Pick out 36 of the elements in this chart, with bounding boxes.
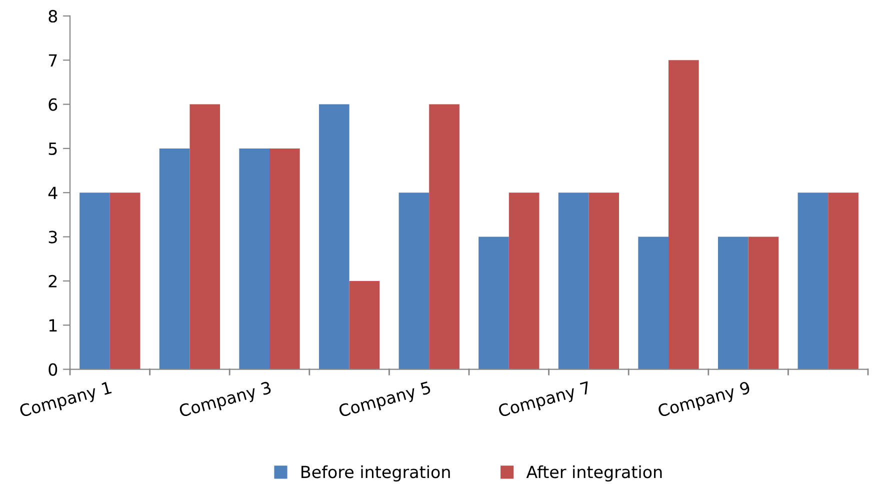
bar — [718, 236, 748, 370]
bar — [239, 148, 270, 370]
bar — [508, 192, 540, 370]
y-tick-label: 7 — [48, 54, 57, 66]
bar — [398, 192, 430, 370]
bar — [190, 104, 220, 370]
bar — [478, 236, 509, 370]
y-tick-label: 6 — [48, 98, 58, 111]
bar — [429, 104, 460, 370]
y-tick-label: 0 — [48, 363, 58, 376]
bar — [798, 192, 828, 370]
legend-label: Before integration — [302, 465, 450, 482]
x-tick-label: Company 1 — [18, 381, 113, 420]
x-tick-label: Company 3 — [178, 381, 272, 420]
x-tick-label: Company 5 — [338, 381, 432, 420]
y-tick-label: 3 — [48, 230, 57, 244]
bar — [828, 192, 858, 370]
y-tick-label: 8 — [48, 10, 58, 23]
bar — [80, 192, 110, 370]
legend-label: After integration — [526, 465, 662, 482]
bar — [349, 280, 380, 370]
bar — [110, 192, 140, 370]
y-tick-label: 4 — [48, 186, 58, 199]
bar — [159, 148, 190, 370]
y-tick-label: 2 — [48, 274, 57, 288]
bar — [588, 192, 620, 370]
bar — [318, 104, 350, 370]
bar — [558, 192, 589, 370]
y-tick-label: 1 — [49, 319, 57, 332]
bar — [270, 148, 300, 370]
x-tick-label: Company 9 — [657, 380, 752, 420]
bar — [748, 236, 779, 370]
bar — [668, 60, 699, 370]
y-tick-label: 5 — [48, 142, 57, 156]
bar — [638, 236, 668, 370]
x-tick-label: Company 7 — [498, 381, 592, 420]
